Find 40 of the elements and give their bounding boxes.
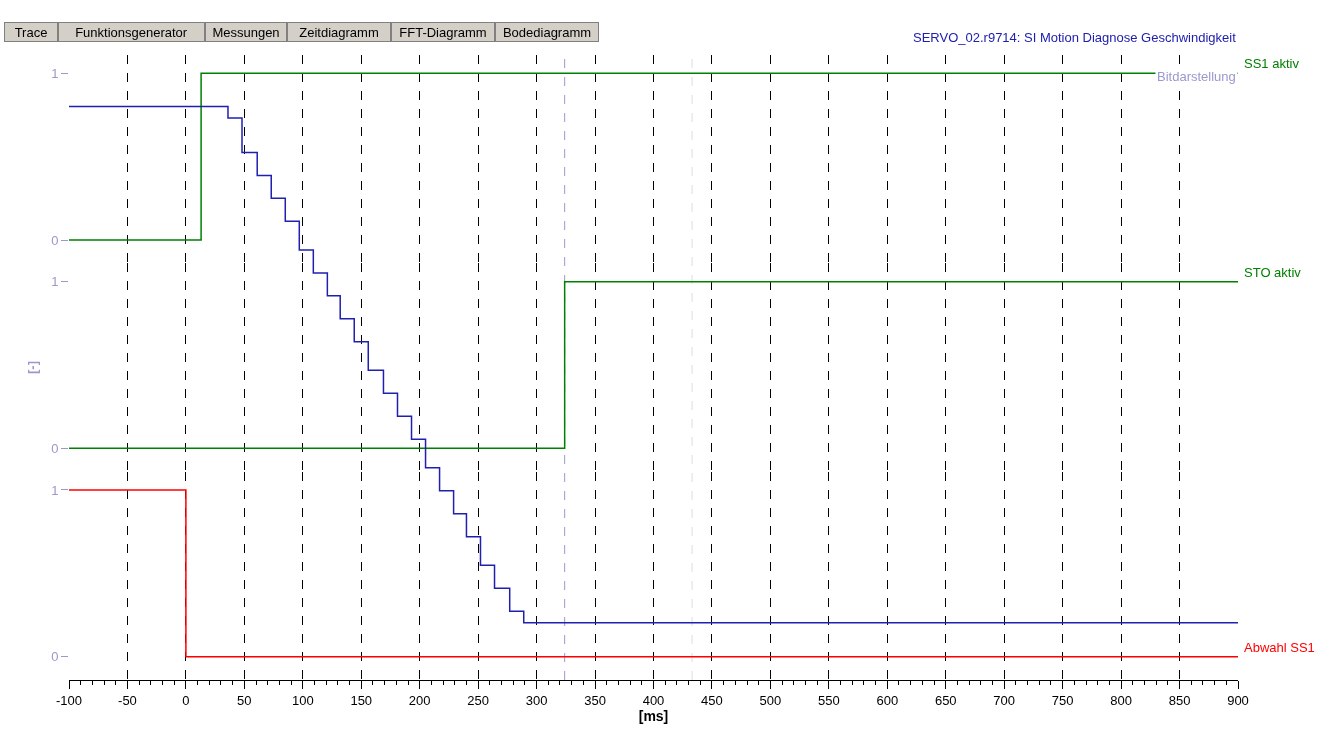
x-tick-label: 0 bbox=[182, 692, 190, 708]
x-tick-label: 150 bbox=[350, 692, 373, 708]
text: SERVO_02.r9714: SI Motion Diagnose Geschwindigkeit bbox=[913, 30, 1237, 45]
x-tick-label: 550 bbox=[818, 692, 840, 708]
text: Messungen bbox=[212, 24, 280, 40]
x-tick-label: 200 bbox=[408, 692, 431, 708]
y-tick-label: 0 bbox=[51, 440, 59, 456]
series-label: STO aktiv bbox=[1244, 265, 1302, 280]
text: Trace bbox=[14, 24, 48, 40]
x-tick-label: -50 bbox=[118, 692, 137, 708]
x-tick-label: 600 bbox=[876, 692, 899, 708]
x-tick-label: -100 bbox=[55, 692, 83, 708]
y-tick-label: 0 bbox=[51, 232, 59, 248]
x-tick-label: 400 bbox=[642, 692, 665, 708]
y-tick-label: 1 bbox=[51, 482, 59, 498]
x-tick-label: 250 bbox=[467, 692, 489, 708]
x-tick-label: 750 bbox=[1051, 692, 1074, 708]
x-tick-label: 700 bbox=[993, 692, 1016, 708]
y-tick-label: 1 bbox=[51, 65, 59, 81]
x-tick-label: 50 bbox=[237, 692, 252, 708]
x-tick-label: 350 bbox=[584, 692, 606, 708]
series-label: SS1 aktiv bbox=[1244, 56, 1300, 71]
y-axis-title: [-] bbox=[25, 361, 41, 374]
text: FFT-Diagramm bbox=[399, 24, 487, 40]
x-tick-label: 900 bbox=[1227, 692, 1249, 708]
series-label: Abwahl SS1 bbox=[1244, 640, 1315, 655]
x-tick-label: 800 bbox=[1110, 692, 1132, 708]
x-tick-label: 300 bbox=[525, 692, 548, 708]
x-tick-label: 500 bbox=[759, 692, 782, 708]
y-tick-label: 1 bbox=[51, 274, 59, 290]
text: Funktionsgenerator bbox=[75, 24, 188, 40]
x-tick-label: 450 bbox=[701, 692, 723, 708]
x-axis-title: [ms] bbox=[638, 707, 669, 724]
text: Zeitdiagramm bbox=[299, 24, 379, 40]
text: Bodediagramm bbox=[502, 24, 592, 40]
y-tick-label: 0 bbox=[51, 649, 59, 665]
x-tick-label: 100 bbox=[291, 692, 314, 708]
x-tick-label: 650 bbox=[934, 692, 957, 708]
annotation: Bitdarstellung bbox=[1157, 69, 1236, 84]
x-tick-label: 850 bbox=[1168, 692, 1191, 708]
